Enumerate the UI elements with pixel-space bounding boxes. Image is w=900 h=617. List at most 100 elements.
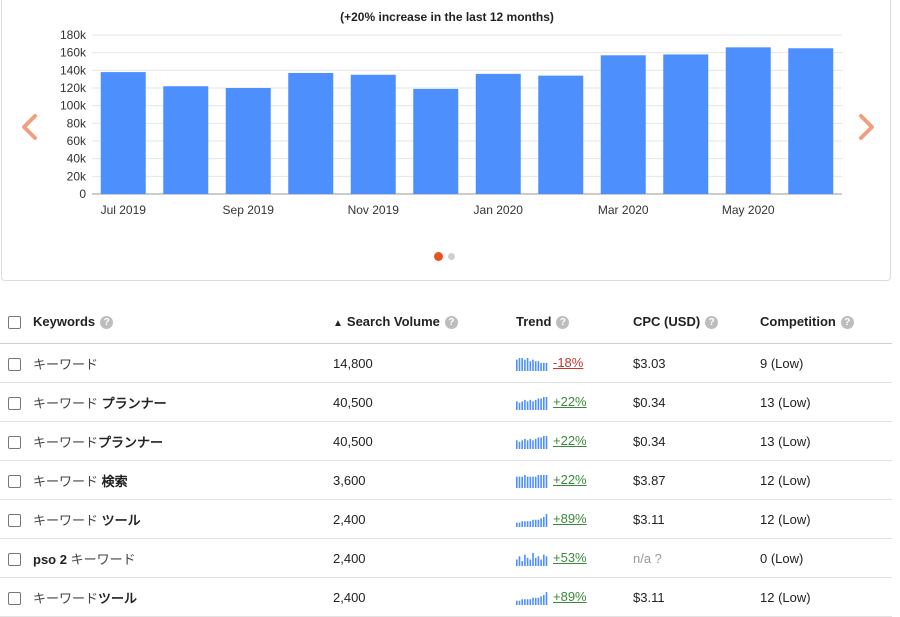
keyword-cell[interactable]: キーワード プランナー — [33, 382, 333, 422]
spark-bar — [543, 554, 545, 566]
cpc-cell: $3.11 — [633, 577, 760, 617]
header-cpc[interactable]: CPC (USD)? — [633, 300, 760, 344]
spark-bar — [532, 552, 534, 566]
trend-percentage[interactable]: +22% — [553, 433, 587, 449]
chevron-right-icon[interactable] — [856, 112, 880, 142]
trend-percentage[interactable]: +53% — [553, 550, 587, 566]
bar-oct-2019[interactable] — [288, 72, 334, 194]
header-competition[interactable]: Competition? — [760, 300, 892, 344]
keyword-base: キーワード — [33, 434, 99, 450]
carousel-dot-2[interactable] — [448, 253, 455, 260]
select-all-checkbox[interactable] — [8, 316, 21, 330]
spark-bar — [537, 361, 540, 371]
keyword-cell[interactable]: キーワードプランナー — [33, 421, 333, 461]
spark-bar — [529, 399, 532, 410]
help-icon[interactable]: ? — [100, 316, 114, 329]
bar-jun-2020[interactable] — [788, 48, 834, 194]
cpc-cell: n/a ? — [633, 538, 760, 578]
trend-cell: +89% — [516, 577, 633, 617]
row-checkbox[interactable] — [8, 474, 21, 488]
table-row: pso 2 キーワード 2,400 +53% n/a ? 0 (Low) — [0, 538, 892, 578]
search-volume-cell: 2,400 — [333, 577, 516, 617]
search-volume-cell: 14,800 — [333, 343, 516, 383]
keyword-cell[interactable]: キーワード 検索 — [33, 460, 333, 500]
search-volume-cell: 2,400 — [333, 499, 516, 539]
help-icon[interactable]: ? — [840, 316, 854, 329]
header-trend[interactable]: Trend? — [516, 300, 633, 344]
trend-percentage[interactable]: +22% — [553, 394, 587, 410]
spark-bar — [540, 398, 542, 410]
header-search-volume-label: Search Volume — [346, 314, 440, 329]
spark-bar — [521, 401, 523, 410]
spark-bar — [543, 396, 545, 410]
spark-bar — [534, 399, 537, 410]
spark-bar — [521, 560, 523, 566]
bar-mar-2020[interactable] — [600, 55, 646, 194]
row-checkbox[interactable] — [8, 435, 21, 449]
keyword-modifier: ツール — [101, 512, 141, 528]
keyword-modifier: ツール — [98, 590, 138, 606]
spark-bar — [518, 441, 521, 449]
keyword-cell[interactable]: キーワード ツール — [33, 499, 333, 539]
header-search-volume[interactable]: ▲ Search Volume? — [333, 300, 516, 344]
spark-bar — [534, 519, 537, 527]
search-volume-chart-card: (+20% increase in the last 12 months) 0 2… — [1, 0, 891, 281]
row-checkbox[interactable] — [8, 396, 21, 410]
bar-feb-2020[interactable] — [538, 75, 584, 194]
bar-jan-2020[interactable] — [475, 73, 521, 194]
competition-cell: 13 (Low) — [760, 421, 892, 461]
spark-bar — [534, 476, 537, 488]
bar-sep-2019[interactable] — [225, 88, 271, 194]
trend-cell: +22% — [516, 421, 633, 461]
bar-may-2020[interactable] — [725, 47, 771, 194]
spark-bar — [529, 559, 532, 566]
spark-bar — [534, 361, 537, 371]
carousel-dot-1[interactable] — [434, 252, 443, 261]
keyword-cell[interactable]: pso 2 キーワード — [33, 538, 333, 578]
row-checkbox[interactable] — [8, 513, 21, 527]
spark-bar — [534, 438, 537, 449]
trend-percentage[interactable]: +89% — [553, 511, 587, 527]
spark-bar — [543, 474, 545, 488]
competition-cell: 12 (Low) — [760, 460, 892, 500]
spark-bar — [545, 474, 548, 488]
keyword-modifier: プランナー — [101, 395, 167, 411]
y-tick-label: 160k — [60, 46, 87, 60]
bar-apr-2020[interactable] — [663, 54, 709, 194]
bar-jul-2019[interactable] — [100, 72, 146, 194]
keyword-base: キーワード — [33, 395, 102, 411]
chart-subtitle: (+20% increase in the last 12 months) — [340, 10, 554, 24]
table-row: キーワード 14,800 -18% $3.03 9 (Low) — [0, 343, 892, 383]
trend-percentage[interactable]: +22% — [553, 472, 587, 488]
spark-bar — [521, 599, 523, 605]
header-keywords[interactable]: Keywords? — [33, 300, 333, 344]
help-icon[interactable]: ? — [556, 316, 570, 329]
y-tick-label: 140k — [60, 63, 87, 77]
spark-bar — [532, 519, 534, 527]
spark-bar — [524, 599, 526, 605]
x-tick-label: Jul 2019 — [101, 203, 147, 217]
spark-bar — [540, 362, 542, 371]
spark-bar — [529, 599, 532, 605]
row-checkbox[interactable] — [8, 552, 21, 566]
spark-bar — [518, 522, 521, 527]
bar-aug-2019[interactable] — [163, 86, 209, 194]
help-icon[interactable]: ? — [444, 316, 458, 329]
row-checkbox[interactable] — [8, 591, 21, 605]
row-checkbox[interactable] — [8, 357, 21, 371]
keyword-cell[interactable]: キーワードツール — [33, 577, 333, 617]
spark-bar — [524, 554, 526, 566]
bar-nov-2019[interactable] — [350, 74, 396, 194]
bar-dec-2019[interactable] — [413, 88, 459, 194]
spark-bar — [516, 476, 518, 488]
help-icon[interactable]: ? — [705, 316, 719, 329]
cpc-cell: $3.11 — [633, 499, 760, 539]
spark-bar — [545, 556, 548, 566]
trend-percentage[interactable]: -18% — [553, 355, 584, 371]
trend-sparkline — [516, 552, 548, 566]
spark-bar — [532, 401, 534, 410]
spark-bar — [540, 518, 542, 527]
chevron-left-icon[interactable] — [18, 112, 42, 142]
trend-percentage[interactable]: +89% — [553, 589, 587, 605]
keyword-cell[interactable]: キーワード — [33, 343, 333, 383]
